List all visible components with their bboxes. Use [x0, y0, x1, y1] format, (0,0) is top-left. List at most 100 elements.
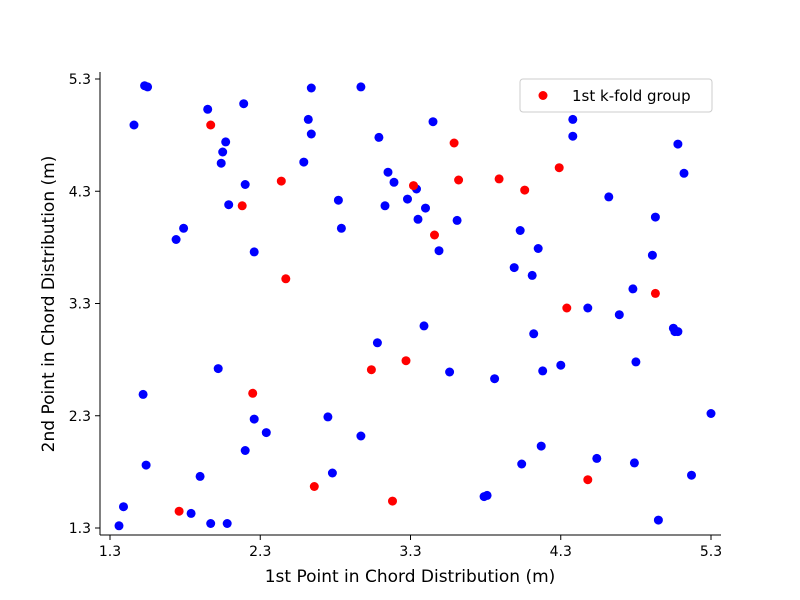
- data-point-8: [306, 129, 316, 139]
- data-point-9: [374, 132, 384, 142]
- points-layer: [114, 81, 716, 531]
- kfold-data-point-0: [206, 120, 216, 130]
- data-point-68: [195, 471, 205, 481]
- data-point-42: [628, 284, 638, 294]
- data-point-49: [529, 329, 539, 339]
- kfold-data-point-11: [562, 303, 572, 313]
- data-point-75: [114, 521, 124, 531]
- data-point-27: [421, 203, 430, 213]
- data-point-7: [303, 114, 313, 124]
- data-point-72: [186, 508, 196, 518]
- data-point-22: [224, 200, 234, 210]
- legend-box: [519, 78, 713, 113]
- data-point-5: [306, 83, 316, 93]
- data-point-48: [673, 327, 683, 337]
- data-point-1: [143, 82, 153, 92]
- data-point-19: [240, 180, 250, 189]
- data-point-35: [249, 247, 259, 257]
- kfold-data-point-18: [174, 506, 184, 516]
- kfold-data-point-7: [520, 185, 530, 195]
- data-point-62: [240, 446, 250, 455]
- data-point-63: [141, 460, 151, 470]
- kfold-data-point-3: [276, 176, 286, 186]
- data-point-44: [614, 310, 624, 320]
- data-point-55: [631, 357, 641, 367]
- data-point-15: [221, 137, 231, 147]
- y-tick-label-3: 4.3: [69, 184, 91, 200]
- kfold-data-point-16: [309, 482, 319, 491]
- data-point-6: [356, 82, 366, 92]
- data-point-53: [538, 366, 548, 376]
- data-point-70: [687, 470, 696, 480]
- kfold-data-point-9: [430, 230, 439, 240]
- x-tick-label-2: 3.3: [399, 544, 421, 560]
- legend-label: 1st k-fold group: [572, 87, 691, 105]
- data-point-76: [206, 519, 216, 528]
- data-point-32: [336, 223, 346, 233]
- data-point-77: [222, 519, 232, 528]
- data-point-69: [327, 468, 337, 478]
- x-tick-label-0: 1.3: [99, 544, 121, 560]
- data-point-41: [527, 270, 537, 280]
- y-axis-title: 2nd Point in Chord Distribution (m): [39, 156, 59, 453]
- y-tick-label-1: 2.3: [69, 409, 91, 425]
- data-point-74: [482, 490, 492, 500]
- x-tick-label-3: 4.3: [550, 544, 572, 560]
- y-ticks: 1.3 2.3 3.3 4.3 5.3: [69, 72, 100, 537]
- data-point-50: [372, 338, 382, 348]
- data-point-4: [239, 99, 249, 109]
- kfold-data-point-1: [449, 138, 459, 148]
- data-point-58: [249, 414, 259, 424]
- data-point-11: [568, 114, 578, 124]
- data-point-14: [679, 168, 689, 178]
- data-point-60: [261, 428, 271, 438]
- kfold-data-point-19: [583, 475, 593, 485]
- data-point-36: [434, 246, 444, 256]
- data-point-39: [647, 250, 657, 260]
- data-point-40: [509, 263, 519, 273]
- kfold-data-point-14: [366, 365, 376, 375]
- data-point-64: [536, 441, 546, 451]
- data-point-45: [419, 321, 429, 331]
- data-point-71: [119, 502, 128, 512]
- data-point-13: [673, 139, 683, 149]
- kfold-data-point-2: [554, 163, 564, 173]
- data-point-20: [383, 167, 393, 177]
- data-point-16: [218, 147, 228, 157]
- data-point-43: [583, 303, 593, 313]
- data-point-65: [592, 453, 602, 463]
- data-point-59: [323, 412, 333, 422]
- data-point-31: [650, 212, 660, 222]
- kfold-data-point-4: [454, 175, 464, 185]
- x-tick-label-4: 5.3: [700, 544, 722, 560]
- data-point-38: [533, 244, 543, 253]
- legend-marker: [538, 91, 548, 100]
- x-axis-title: 1st Point in Chord Distribution (m): [265, 567, 556, 587]
- kfold-data-point-6: [409, 181, 418, 191]
- data-point-67: [517, 459, 527, 469]
- data-point-33: [179, 223, 189, 233]
- y-tick-label-2: 3.3: [69, 297, 91, 313]
- data-point-24: [380, 201, 390, 211]
- data-point-29: [452, 215, 462, 225]
- kfold-data-point-5: [494, 174, 504, 184]
- data-point-3: [203, 104, 213, 114]
- data-point-34: [171, 235, 181, 244]
- data-point-12: [568, 131, 578, 141]
- data-point-25: [403, 194, 412, 204]
- legend: 1st k-fold group: [519, 78, 713, 113]
- data-point-18: [299, 157, 309, 167]
- data-point-10: [428, 117, 438, 127]
- data-point-61: [356, 431, 366, 441]
- kfold-data-point-15: [248, 388, 258, 398]
- kfold-data-point-13: [401, 356, 411, 366]
- data-point-17: [216, 158, 226, 168]
- data-point-51: [213, 364, 223, 374]
- data-point-54: [556, 360, 566, 370]
- data-point-78: [653, 515, 663, 525]
- data-point-52: [445, 367, 455, 377]
- data-point-66: [629, 458, 639, 468]
- x-ticks: 1.3 2.3 3.3 4.3 5.3: [99, 535, 722, 560]
